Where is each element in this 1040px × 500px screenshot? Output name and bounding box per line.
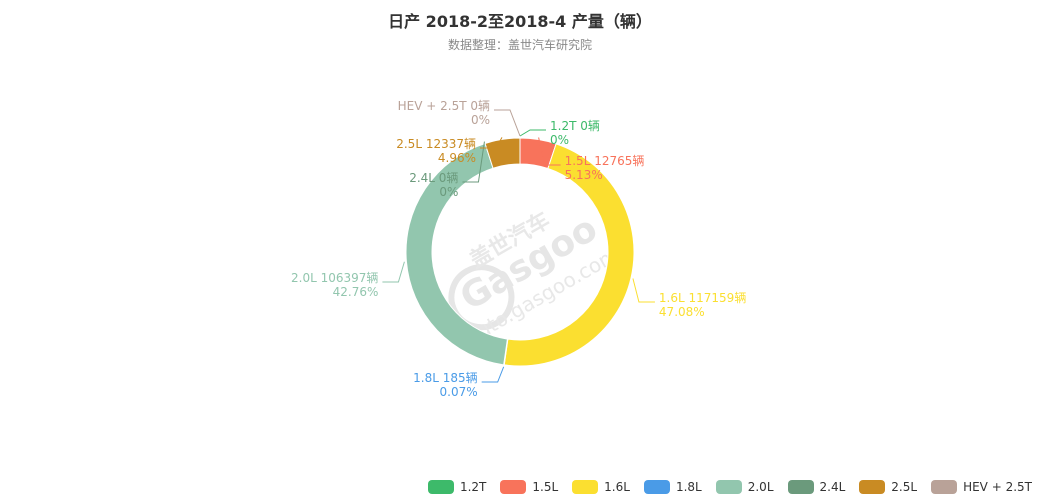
legend-swatch — [859, 480, 886, 494]
legend-label: 2.0L — [747, 480, 774, 494]
legend-item-hev-2-5t[interactable]: HEV + 2.5T — [931, 480, 1032, 494]
leader-line-1-5l — [538, 137, 561, 166]
slice-percent-2-5l: 4.96% — [438, 151, 476, 165]
slice-label-1-2t: 1.2T 0辆 — [550, 119, 600, 133]
slice-percent-1-2t: 0% — [550, 133, 569, 147]
legend-label: 1.2T — [459, 480, 487, 494]
legend-label: 1.6L — [604, 480, 630, 494]
legend-swatch — [500, 480, 527, 494]
legend-swatch — [427, 480, 454, 494]
slice-label-hev-2-5t: HEV + 2.5T 0辆 — [398, 99, 490, 113]
slice-label-2-0l: 2.0L 106397辆 — [291, 271, 378, 285]
leader-line-1-8l — [481, 366, 505, 383]
chart-title: 日产 2018-2至2018-4 产量（辆） — [388, 12, 652, 31]
leader-line-2-0l — [382, 261, 405, 283]
slice-2-5l[interactable] — [484, 137, 521, 169]
legend-item-2-5l[interactable]: 2.5L — [859, 480, 917, 494]
legend-swatch — [931, 480, 958, 494]
legend-swatch — [572, 480, 599, 494]
slice-percent-1-8l: 0.07% — [440, 385, 478, 399]
leader-line-2-5l — [480, 137, 503, 149]
chart-subtitle: 数据整理：盖世汽车研究院 — [447, 38, 592, 52]
legend-item-1-6l[interactable]: 1.6L — [572, 480, 630, 494]
slice-label-1-5l: 1.5L 12765辆 — [565, 154, 645, 168]
legend-item-1-8l[interactable]: 1.8L — [643, 480, 702, 494]
legend-item-1-2t[interactable]: 1.2T — [427, 480, 487, 494]
legend-label: 2.4L — [819, 480, 846, 494]
slice-percent-1-6l: 47.08% — [659, 305, 705, 319]
slice-percent-hev-2-5t: 0% — [471, 113, 490, 127]
legend-swatch — [643, 480, 670, 494]
slices-group — [405, 137, 635, 367]
slice-label-2-4l: 2.4L 0辆 — [409, 171, 458, 185]
leader-line-2-4l — [462, 141, 485, 183]
leader-line-hev-2-5t — [494, 109, 521, 137]
leader-line-1-6l — [632, 278, 655, 303]
slice-percent-2-0l: 42.76% — [333, 285, 379, 299]
legend-label: 1.5L — [532, 480, 559, 494]
legend-item-2-4l[interactable]: 2.4L — [787, 480, 846, 494]
slice-percent-2-4l: 0% — [439, 185, 458, 199]
legend-item-1-5l[interactable]: 1.5L — [500, 480, 558, 494]
donut-chart: 盖世汽车 Gasgoo auto.gasgoo.com 1.2T 0辆0%1.5… — [291, 99, 746, 399]
legend-swatch — [715, 480, 742, 494]
legend-swatch — [787, 480, 814, 494]
legend-label: 1.8L — [675, 480, 702, 494]
legend-label: 2.5L — [891, 480, 918, 494]
slice-label-1-6l: 1.6L 117159辆 — [659, 291, 746, 305]
slice-percent-1-5l: 5.13% — [565, 168, 603, 182]
legend-item-2-0l[interactable]: 2.0L — [715, 480, 774, 494]
leader-line-1-2t — [519, 129, 546, 137]
legend-label: HEV + 2.5T — [963, 480, 1032, 494]
slice-label-2-5l: 2.5L 12337辆 — [396, 137, 476, 151]
legend: 1.2T 1.5L 1.6L 1.8L 2.0L 2.4L 2.5L HEV + 2.5T — [427, 480, 1032, 494]
slice-label-1-8l: 1.8L 185辆 — [413, 371, 478, 385]
